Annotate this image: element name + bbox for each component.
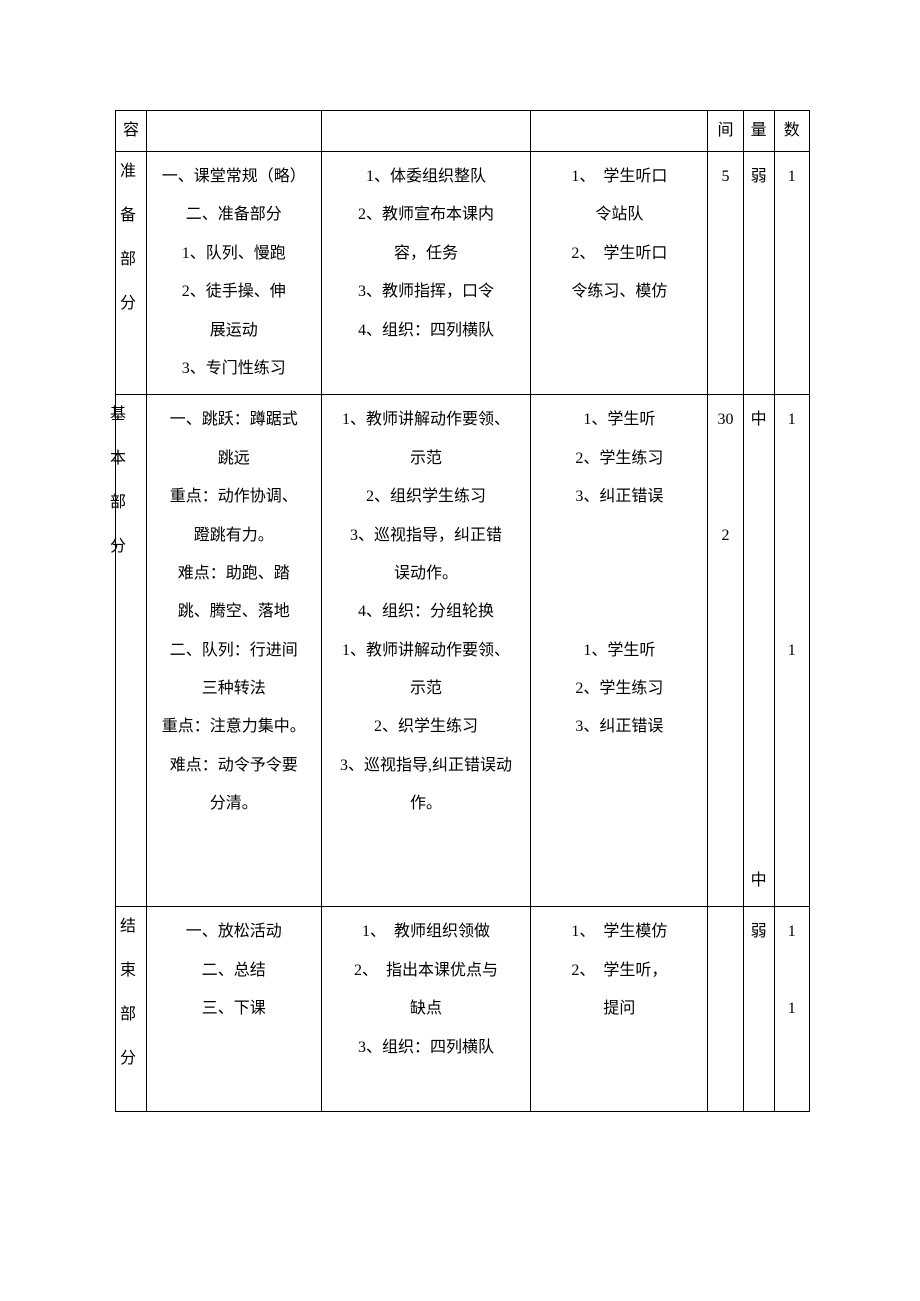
- prep-content: 一、课堂常规（略）二、准备部分1、队列、慢跑2、徒手操、伸展运动3、专门性练习: [146, 152, 321, 395]
- header-time: 间: [708, 111, 743, 152]
- main-intensity: 中 中: [743, 395, 774, 907]
- page: 容 间 量 数 准备部分 一、课堂常规（略）二、准备部分1、队列、慢跑2、徒手操…: [0, 0, 920, 1112]
- main-row: 基本部分 一、跳跃：蹲踞式跳远重点：动作协调、蹬跳有力。难点：助跑、踏跳、腾空、…: [116, 395, 810, 907]
- end-time: [708, 907, 743, 1112]
- header-content-blank: [146, 111, 321, 152]
- prep-intensity: 弱: [743, 152, 774, 395]
- header-row: 容 间 量 数: [116, 111, 810, 152]
- prep-teacher: 1、体委组织整队2、教师宣布本课内容，任务3、教师指挥，口令4、组织：四列横队: [321, 152, 531, 395]
- main-teacher: 1、教师讲解动作要领、示范2、组织学生练习3、巡视指导，纠正错误动作。4、组织：…: [321, 395, 531, 907]
- main-student: 1、学生听2、学生练习3、纠正错误 1、学生听2、学生练习3、纠正错误: [531, 395, 708, 907]
- prep-time: 5: [708, 152, 743, 395]
- end-teacher: 1、 教师组织领做2、 指出本课优点与缺点3、组织：四列横队: [321, 907, 531, 1112]
- header-teacher-blank: [321, 111, 531, 152]
- end-student: 1、 学生模仿2、 学生听，提问: [531, 907, 708, 1112]
- prep-row: 准备部分 一、课堂常规（略）二、准备部分1、队列、慢跑2、徒手操、伸展运动3、专…: [116, 152, 810, 395]
- main-content: 一、跳跃：蹲踞式跳远重点：动作协调、蹬跳有力。难点：助跑、踏跳、腾空、落地二、队…: [146, 395, 321, 907]
- end-intensity: 弱: [743, 907, 774, 1112]
- main-count: 1 1: [774, 395, 809, 907]
- main-time: 30 2: [708, 395, 743, 907]
- end-content: 一、放松活动二、总结三、下课: [146, 907, 321, 1112]
- end-row: 结束部分 一、放松活动二、总结三、下课 1、 教师组织领做2、 指出本课优点与缺…: [116, 907, 810, 1112]
- end-count: 1 1: [774, 907, 809, 1112]
- header-intensity: 量: [743, 111, 774, 152]
- main-section-label: 基本部分: [116, 395, 147, 907]
- header-section: 容: [116, 111, 147, 152]
- prep-student: 1、 学生听口令站队2、 学生听口令练习、模仿: [531, 152, 708, 395]
- end-section-label: 结束部分: [116, 907, 147, 1112]
- header-count: 数: [774, 111, 809, 152]
- prep-count: 1: [774, 152, 809, 395]
- lesson-plan-table: 容 间 量 数 准备部分 一、课堂常规（略）二、准备部分1、队列、慢跑2、徒手操…: [115, 110, 810, 1112]
- header-student-blank: [531, 111, 708, 152]
- prep-section-label: 准备部分: [116, 152, 147, 395]
